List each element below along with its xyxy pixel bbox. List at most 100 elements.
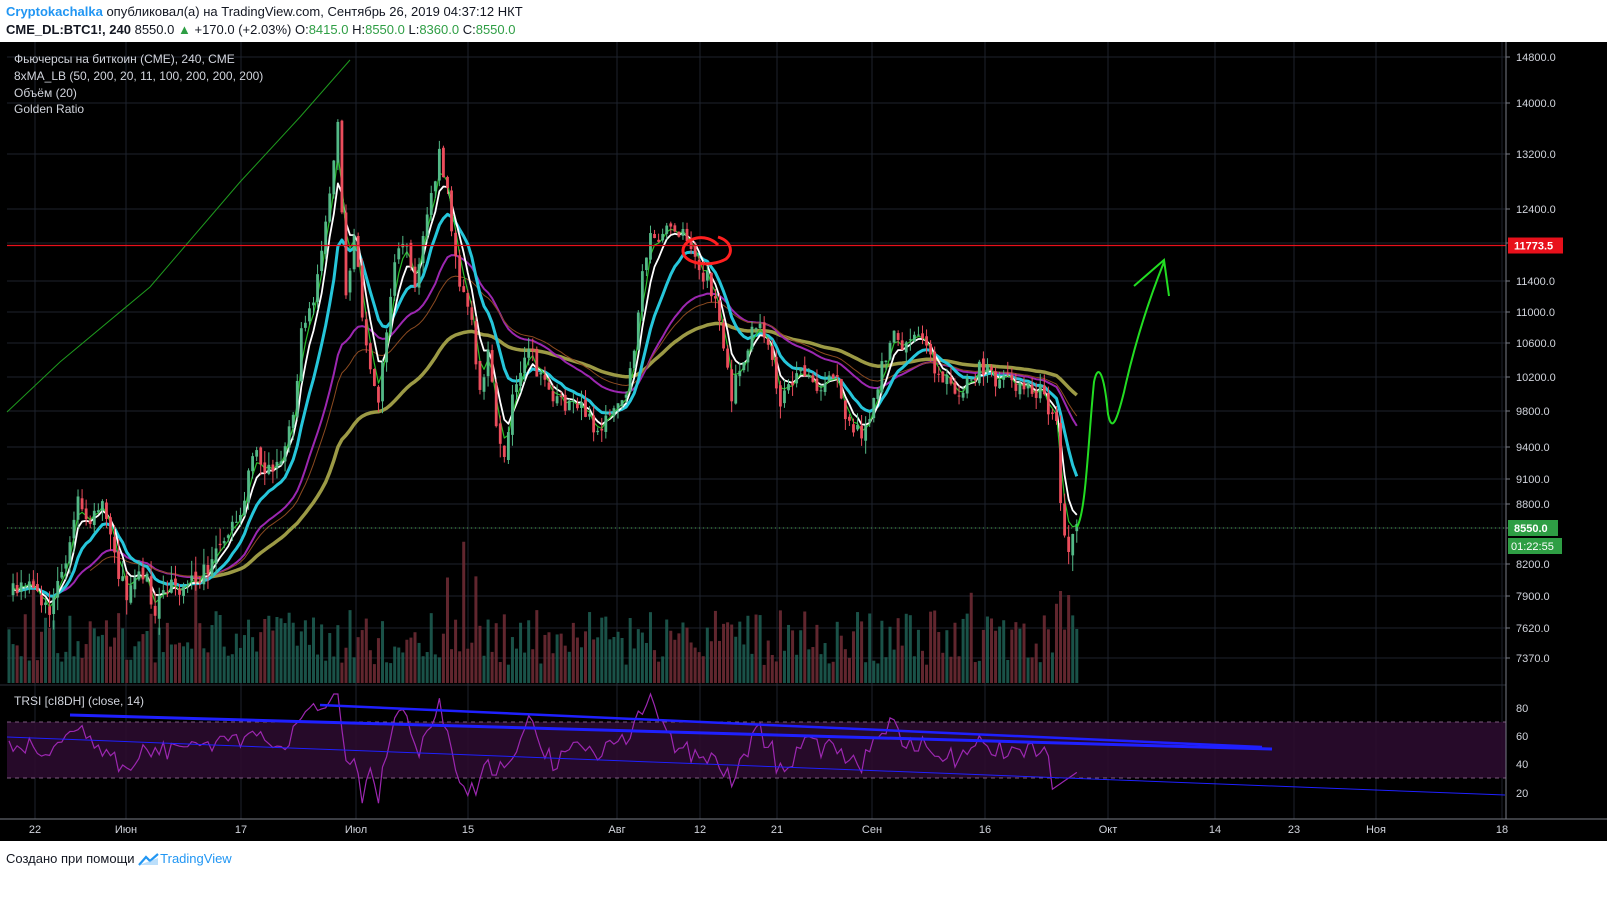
volume-bar: [648, 612, 652, 683]
candle-body: [413, 266, 417, 287]
volume-bar: [303, 620, 307, 683]
author-link[interactable]: Cryptokachalka: [6, 4, 103, 19]
candle-body: [994, 371, 997, 387]
time-tick-label: Июн: [115, 824, 137, 836]
volume-bar: [405, 639, 409, 683]
volume-bar: [157, 627, 161, 683]
candle-body: [299, 328, 303, 382]
price-tick-label: 8800.0: [1516, 499, 1550, 511]
volume-bar: [11, 644, 15, 683]
volume-bar: [921, 650, 924, 683]
candle-body: [904, 342, 908, 353]
candle-body: [161, 590, 165, 594]
volume-bar: [397, 647, 401, 683]
candle-body: [535, 348, 539, 377]
candle-body: [470, 307, 474, 320]
volume-bar: [957, 656, 961, 683]
volume-bar: [441, 633, 445, 683]
price-chart[interactable]: 14800.014000.013200.012400.011800.011400…: [0, 42, 1607, 841]
candle-body: [912, 334, 916, 342]
candle-body: [84, 508, 88, 520]
candle-body: [770, 346, 774, 360]
volume-bar: [860, 621, 864, 683]
candle-body: [433, 181, 437, 192]
candle-body: [945, 374, 949, 385]
candle-body: [734, 375, 738, 404]
candle-body: [888, 342, 892, 360]
volume-bar: [60, 661, 64, 683]
candle-body: [137, 571, 141, 580]
volume-bar: [880, 620, 884, 683]
volume-bar: [145, 630, 149, 683]
volume-bar: [876, 663, 880, 683]
volume-bar: [44, 617, 48, 683]
rsi-band-fill: [7, 722, 1506, 778]
time-tick-label: 12: [694, 824, 706, 836]
candle-body: [332, 160, 336, 195]
candle-body: [864, 425, 868, 441]
volume-bar: [1014, 622, 1018, 683]
candle-body: [373, 369, 376, 387]
candle-body: [636, 312, 640, 350]
candle-body: [588, 413, 591, 417]
tradingview-link[interactable]: TradingView: [160, 851, 232, 866]
forecast-arrow: [1076, 258, 1170, 528]
volume-bar: [636, 629, 640, 683]
candle-body: [990, 367, 993, 370]
candle-body: [312, 302, 315, 306]
candle-body: [649, 233, 652, 260]
volume-bar: [462, 541, 466, 683]
candle-body: [807, 375, 811, 377]
volume-bar: [214, 611, 218, 683]
candle-body: [247, 470, 250, 503]
volume-bar: [121, 628, 125, 683]
volume-bar: [291, 622, 295, 683]
volume-bar: [425, 652, 429, 683]
candle-body: [165, 592, 169, 594]
candle-body: [1059, 423, 1062, 504]
volume-bar: [787, 624, 791, 683]
volume-bar: [336, 625, 340, 683]
candle-body: [324, 221, 328, 254]
volume-bar: [133, 646, 137, 683]
candle-body: [896, 333, 900, 340]
volume-bar: [76, 641, 80, 683]
volume-bar: [746, 615, 750, 683]
candle-body: [239, 515, 242, 521]
candle-body: [494, 383, 498, 427]
volume-bar: [1046, 629, 1050, 683]
volume-bar: [620, 638, 624, 683]
candle-body: [973, 378, 977, 381]
candle-body: [986, 364, 989, 373]
candle-body: [1018, 382, 1022, 395]
volume-bar: [864, 662, 868, 683]
open-value: 8415.0: [308, 22, 349, 37]
candle-body: [466, 293, 470, 307]
candle-body: [584, 399, 587, 417]
volume-bar: [543, 634, 547, 683]
candle-body: [190, 575, 194, 581]
candle-body: [925, 336, 928, 346]
volume-bar: [998, 626, 1002, 683]
candle-body: [474, 321, 478, 365]
volume-bar: [202, 648, 206, 683]
volume-bar: [401, 652, 405, 683]
candle-body: [596, 430, 600, 433]
volume-bar: [368, 650, 372, 683]
volume-bar: [559, 633, 563, 683]
time-tick-label: 23: [1288, 824, 1300, 836]
highlight-circle: [681, 235, 732, 266]
candle-body: [1038, 385, 1042, 399]
candle-body: [344, 212, 348, 296]
volume-bar: [141, 634, 145, 683]
candle-body: [259, 447, 263, 465]
candle-body: [308, 308, 311, 322]
volume-bar: [1063, 629, 1067, 683]
candle-body: [839, 379, 843, 399]
time-tick-label: Сен: [862, 824, 882, 836]
volume-bar: [52, 620, 56, 683]
candle-body: [722, 322, 725, 349]
candle-body: [592, 415, 596, 433]
volume-bar: [153, 662, 157, 683]
volume-bar: [851, 631, 855, 683]
